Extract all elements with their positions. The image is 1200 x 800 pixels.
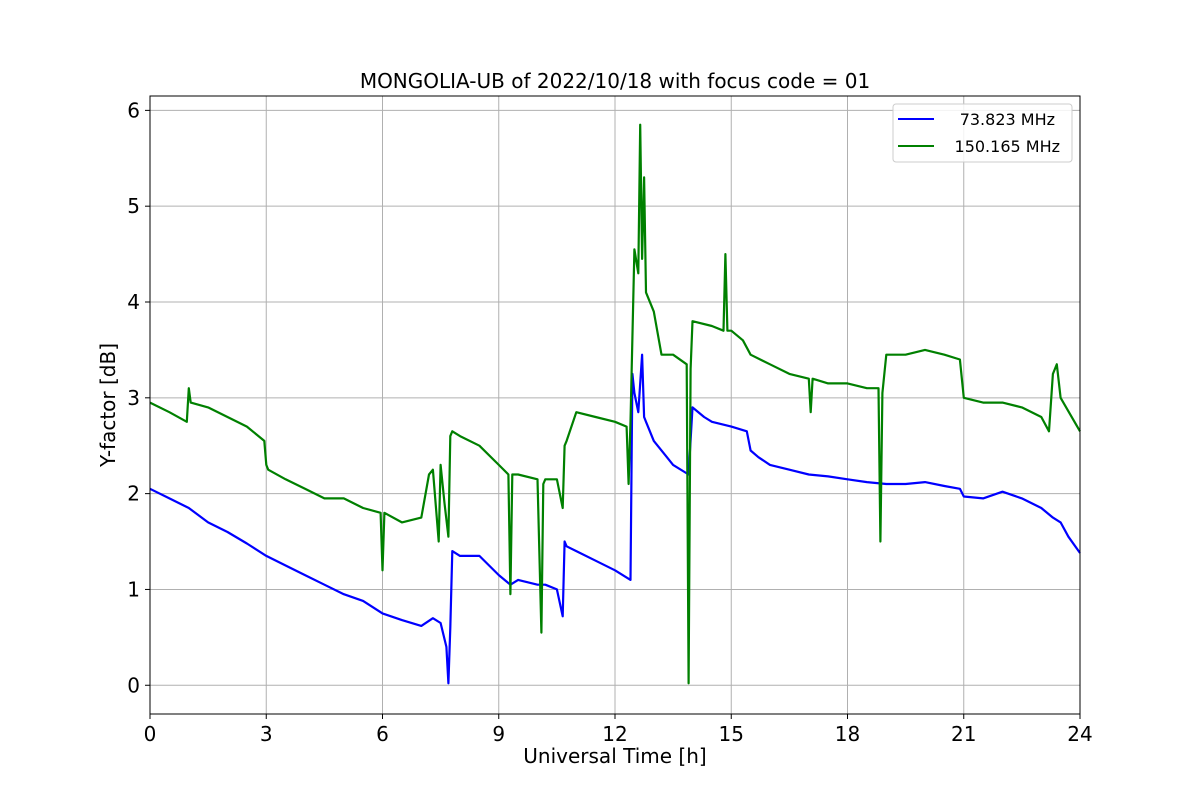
y-axis-label: Y-factor [dB] <box>96 343 120 468</box>
x-tick-label: 15 <box>719 722 744 746</box>
x-tick-label: 12 <box>602 722 627 746</box>
x-axis-label: Universal Time [h] <box>523 744 706 768</box>
y-tick-label: 6 <box>127 98 140 122</box>
x-tick-label: 3 <box>260 722 273 746</box>
y-tick-label: 1 <box>127 577 140 601</box>
y-tick-label: 0 <box>127 673 140 697</box>
y-tick-label: 2 <box>127 482 140 506</box>
legend-box <box>892 103 1073 163</box>
x-tick-label: 9 <box>492 722 505 746</box>
y-tick-label: 3 <box>127 386 140 410</box>
legend-label-73mhz: 73.823 MHz <box>960 110 1055 129</box>
x-tick-label: 21 <box>951 722 976 746</box>
x-tick-label: 6 <box>376 722 389 746</box>
y-tick-label: 5 <box>127 194 140 218</box>
x-tick-label: 0 <box>144 722 157 746</box>
series-line-1 <box>149 123 1081 685</box>
x-tick-label: 24 <box>1067 722 1092 746</box>
x-tick-label: 18 <box>835 722 860 746</box>
y-tick-label: 4 <box>127 290 140 314</box>
series-layer <box>149 123 1081 685</box>
chart-title: MONGOLIA-UB of 2022/10/18 with focus cod… <box>360 69 870 93</box>
legend-label-150mhz: 150.165 MHz <box>955 137 1060 156</box>
legend: 73.823 MHz 150.165 MHz <box>892 103 1073 163</box>
